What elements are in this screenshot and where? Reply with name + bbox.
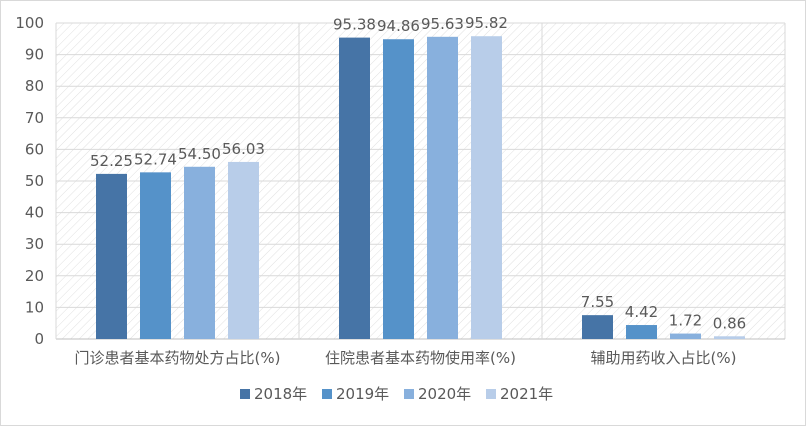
- data-label: 7.55: [581, 293, 614, 311]
- y-tick-label: 30: [25, 235, 44, 253]
- bar: [96, 173, 127, 339]
- y-tick-label: 40: [25, 204, 44, 222]
- y-tick-label: 100: [15, 14, 44, 32]
- bar: [184, 166, 215, 339]
- bar: [140, 172, 171, 339]
- legend-label: 2020年: [418, 385, 471, 403]
- y-tick-label: 10: [25, 298, 44, 316]
- data-label: 0.86: [713, 314, 746, 332]
- y-tick-label: 90: [25, 46, 44, 64]
- legend-label: 2018年: [254, 385, 307, 403]
- y-tick-label: 60: [25, 140, 44, 158]
- data-label: 95.82: [465, 14, 508, 32]
- legend-swatch: [486, 389, 496, 399]
- bar: [471, 36, 502, 339]
- data-label: 4.42: [625, 303, 658, 321]
- data-label: 94.86: [377, 17, 420, 35]
- data-label: 52.25: [90, 152, 133, 170]
- bar: [582, 315, 613, 339]
- legend-swatch: [322, 389, 332, 399]
- legend-swatch: [240, 389, 250, 399]
- legend-label: 2019年: [336, 385, 389, 403]
- bar: [670, 333, 701, 339]
- y-tick-label: 50: [25, 172, 44, 190]
- x-category-label: 门诊患者基本药物处方占比(%): [75, 349, 281, 367]
- bar: [427, 36, 458, 339]
- y-tick-label: 80: [25, 77, 44, 95]
- y-tick-label: 0: [34, 330, 44, 348]
- bar: [383, 39, 414, 339]
- x-category-label: 住院患者基本药物使用率(%): [325, 349, 516, 367]
- legend-label: 2021年: [500, 385, 553, 403]
- x-category-label: 辅助用药收入占比(%): [591, 349, 737, 367]
- bar: [714, 336, 745, 339]
- data-label: 56.03: [222, 140, 265, 158]
- bar: [339, 37, 370, 339]
- bar: [228, 161, 259, 339]
- data-label: 95.63: [421, 15, 464, 33]
- data-label: 52.74: [134, 150, 177, 168]
- y-tick-label: 70: [25, 109, 44, 127]
- legend-swatch: [404, 389, 414, 399]
- data-label: 95.38: [333, 16, 376, 34]
- data-label: 1.72: [669, 312, 702, 330]
- y-tick-label: 20: [25, 267, 44, 285]
- data-label: 54.50: [178, 145, 221, 163]
- bar: [626, 325, 657, 339]
